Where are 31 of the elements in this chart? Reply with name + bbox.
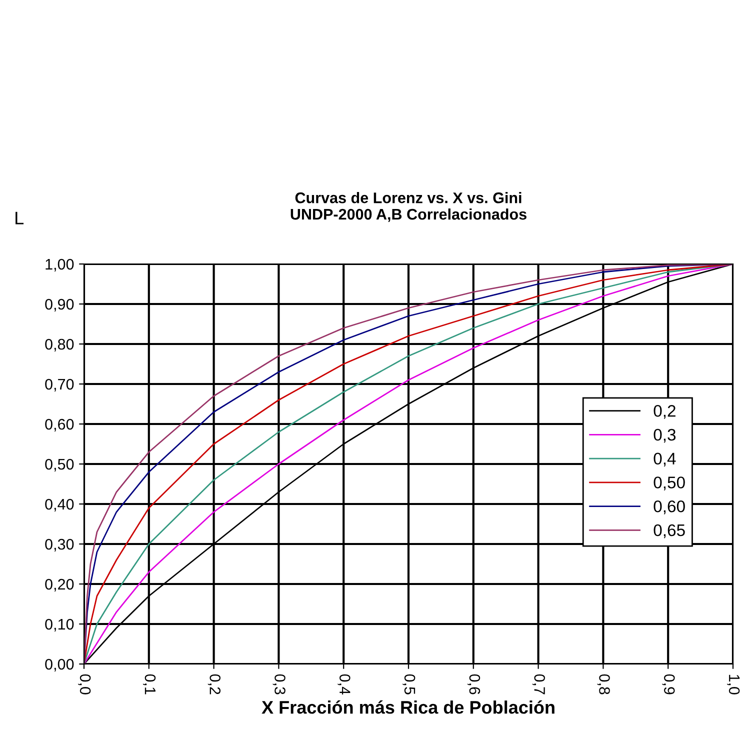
x-tick-label: 0,0 [78,674,91,694]
y-tick-label: 0,60 [45,418,74,432]
x-tick-label: 0,1 [142,674,156,694]
legend-label: 0,3 [654,428,676,443]
legend-label: 0,4 [654,452,676,467]
x-tick-label: 0,6 [467,674,480,694]
legend-label: 0,50 [654,476,685,490]
y-tick-label: 0,70 [45,378,74,392]
y-tick-label: 0,30 [45,538,74,552]
x-tick-label: 1,0 [727,674,740,694]
legend-label: 0,60 [654,500,685,514]
x-tick-label: 0,3 [272,674,286,694]
x-tick-label: 0,4 [338,674,350,695]
y-tick-label: 0,80 [45,338,74,352]
legend-label: 0,2 [654,404,676,419]
x-tick-label: 0,9 [662,674,675,694]
x-axis-title: X Fracción más Rica de Población [262,700,554,714]
y-tick-label: 0,10 [45,618,74,632]
y-tick-label: 0,00 [45,658,74,672]
y-axis-title: L [16,212,24,224]
y-tick-label: 0,90 [45,298,74,312]
x-tick-label: 0,8 [597,674,610,694]
y-tick-label: 0,40 [45,498,74,512]
legend-label: 0,65 [654,524,685,538]
y-tick-label: 0,50 [45,458,74,472]
chart-title: Curvas de Lorenz vs. X vs. Gini UNDP-2000 A,B Correlacionados [290,192,526,222]
y-tick-label: 0,20 [45,578,74,592]
y-tick-label: 1,00 [46,258,74,272]
x-tick-label: 0,2 [208,674,221,694]
x-tick-label: 0,7 [532,674,546,694]
x-tick-label: 0,5 [402,674,416,694]
